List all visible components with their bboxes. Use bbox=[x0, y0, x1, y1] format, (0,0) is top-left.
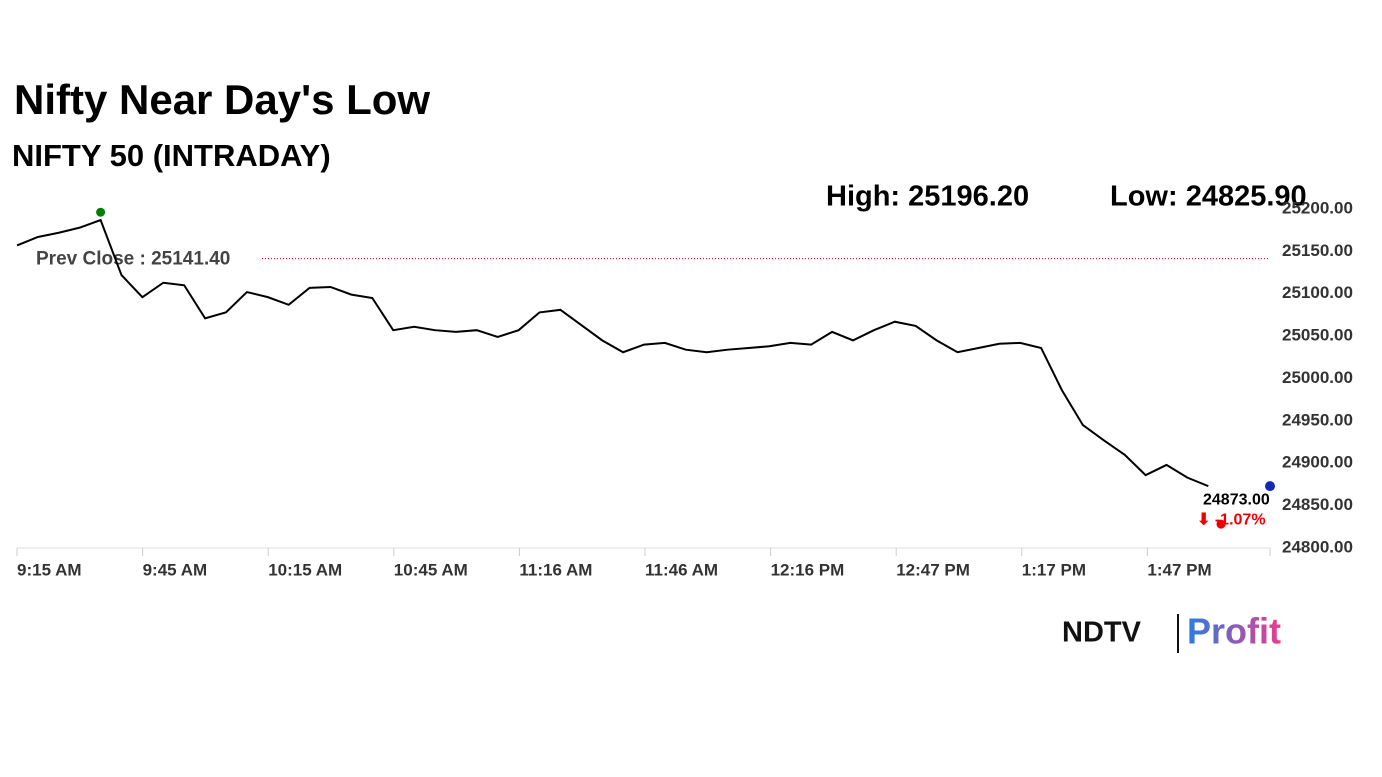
high-marker bbox=[96, 207, 106, 217]
price-line bbox=[16, 218, 1209, 488]
x-tick-label: 11:46 AM bbox=[645, 560, 718, 579]
high-label: High: 25196.20 bbox=[826, 181, 1029, 213]
chart-title: Nifty Near Day's Low bbox=[14, 76, 430, 123]
last-value-label: 24873.00 bbox=[1203, 491, 1270, 508]
x-tick-label: 11:16 AM bbox=[519, 560, 592, 579]
x-tick-label: 10:15 AM bbox=[268, 560, 342, 579]
y-tick-label: 24850.00 bbox=[1282, 495, 1353, 514]
y-tick-label: 24900.00 bbox=[1282, 453, 1353, 472]
last-marker bbox=[1265, 481, 1275, 492]
y-tick-label: 25100.00 bbox=[1282, 283, 1353, 302]
brand-ndtv: NDTV bbox=[1062, 617, 1142, 649]
prev-close-label: Prev Close : 25141.40 bbox=[36, 249, 230, 270]
y-tick-label: 25200.00 bbox=[1282, 198, 1353, 217]
low-label: Low: 24825.90 bbox=[1110, 181, 1307, 213]
x-tick-label: 12:47 PM bbox=[896, 560, 970, 579]
x-tick-label: 12:16 PM bbox=[771, 560, 845, 579]
brand-profit: Profit bbox=[1187, 611, 1281, 652]
x-tick-label: 1:47 PM bbox=[1147, 560, 1211, 579]
y-tick-label: 25000.00 bbox=[1282, 368, 1353, 387]
x-tick-label: 1:17 PM bbox=[1022, 560, 1086, 579]
x-tick-label: 10:45 AM bbox=[394, 560, 468, 579]
y-tick-label: 24800.00 bbox=[1282, 537, 1353, 556]
y-tick-label: 25150.00 bbox=[1282, 241, 1353, 260]
y-tick-label: 24950.00 bbox=[1282, 410, 1353, 429]
y-tick-label: 25050.00 bbox=[1282, 326, 1353, 345]
x-tick-label: 9:45 AM bbox=[143, 560, 208, 579]
change-label: ⬇ -1.07% bbox=[1197, 511, 1266, 528]
chart-subtitle: NIFTY 50 (INTRADAY) bbox=[12, 138, 331, 173]
x-tick-label: 9:15 AM bbox=[17, 560, 82, 579]
change-dot bbox=[1216, 519, 1226, 529]
